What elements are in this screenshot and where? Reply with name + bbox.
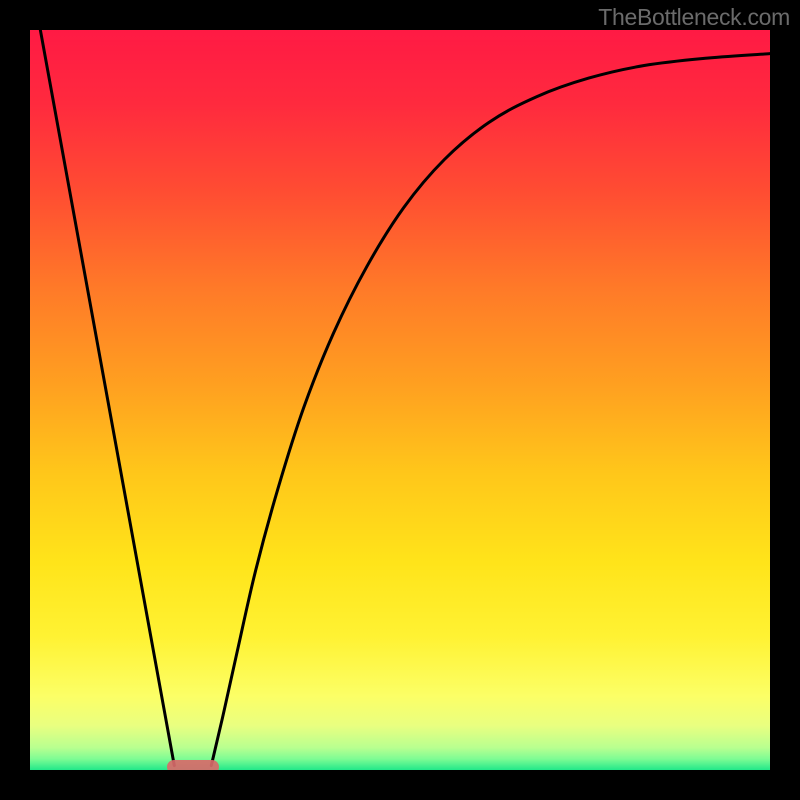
watermark-text: TheBottleneck.com xyxy=(598,4,790,31)
optimal-marker xyxy=(167,760,219,770)
chart-container: TheBottleneck.com xyxy=(0,0,800,800)
left-curve xyxy=(40,30,174,766)
plot-area xyxy=(30,30,770,770)
right-curve xyxy=(211,54,770,766)
bottleneck-curves xyxy=(30,30,770,770)
